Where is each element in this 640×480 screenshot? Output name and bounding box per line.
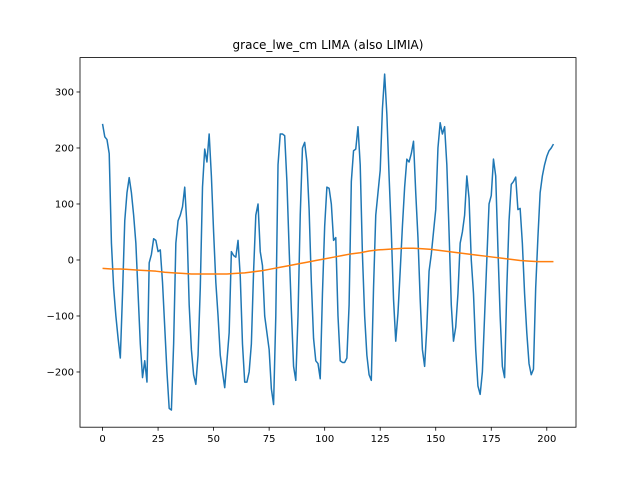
y-tick-label: 0 <box>68 255 74 266</box>
x-tick-label: 25 <box>152 434 165 445</box>
plot-frame <box>79 57 577 428</box>
chart-title: grace_lwe_cm LIMA (also LIMIA) <box>233 38 424 52</box>
y-tick-label: −100 <box>47 311 74 322</box>
x-tick-label: 75 <box>263 434 276 445</box>
x-tick-label: 50 <box>207 434 220 445</box>
y-tick-label: 100 <box>55 199 74 210</box>
x-tick-label: 200 <box>537 434 556 445</box>
y-tick-label: −200 <box>47 367 74 378</box>
x-tick-label: 100 <box>315 434 334 445</box>
x-tick-label: 175 <box>482 434 501 445</box>
x-tick-label: 0 <box>99 434 105 445</box>
series-line <box>101 73 555 411</box>
x-tick-label: 125 <box>371 434 390 445</box>
series-line <box>102 247 554 275</box>
x-tick-label: 150 <box>426 434 445 445</box>
y-tick-label: 200 <box>55 143 74 154</box>
y-tick-label: 300 <box>55 87 74 98</box>
